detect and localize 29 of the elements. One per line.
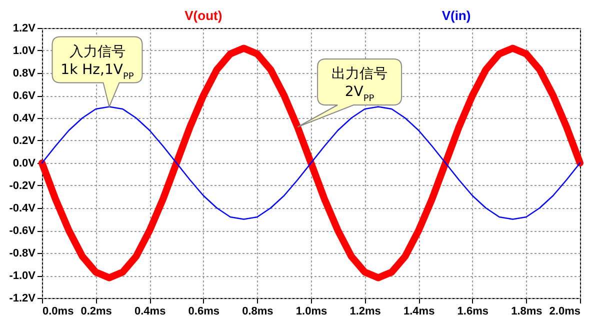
x-tick-label: 1.4ms: [404, 306, 435, 318]
x-tick-label: 0.6ms: [188, 306, 220, 318]
y-tick-label: -0.2V: [9, 180, 36, 192]
y-tick-label: -1.2V: [9, 292, 36, 304]
x-tick-label: 1.2ms: [350, 306, 381, 318]
line-series: [41, 106, 581, 220]
x-tick-label: 2.0ms: [549, 306, 580, 318]
y-tick-label: 1.0V: [12, 45, 36, 57]
text: V(in): [442, 8, 471, 23]
x-tick-label: 0.8ms: [242, 306, 274, 318]
y-tick-label: 1.2V: [12, 22, 36, 34]
y-tick-label: -0.4V: [9, 202, 36, 214]
y-tick-label: 0.8V: [12, 68, 36, 80]
annotation: 入力信号 1k Hz,1V$_{PP}$: [60, 44, 134, 82]
x-tick-label: 0.4ms: [134, 306, 166, 318]
x-tick-label: 1.8ms: [511, 306, 542, 318]
y-tick-label: -1.0V: [9, 270, 36, 282]
y-tick-label: -0.8V: [9, 248, 36, 260]
y-tick-label: 0.6V: [12, 90, 36, 102]
x-tick-label: 0.0ms: [42, 306, 74, 318]
y-tick-label: -0.6V: [9, 225, 36, 237]
annotation: 出力信号 2V$_{PP}$: [332, 66, 388, 104]
text: V(out): [184, 8, 222, 23]
y-tick-label: 0.0V: [12, 158, 36, 170]
y-tick-label: 0.4V: [12, 112, 36, 124]
x-tick-label: 1.6ms: [457, 306, 488, 318]
y-tick-label: 0.2V: [12, 135, 36, 147]
x-tick-label: 0.2ms: [80, 306, 112, 318]
x-tick-label: 1.0ms: [296, 306, 328, 318]
